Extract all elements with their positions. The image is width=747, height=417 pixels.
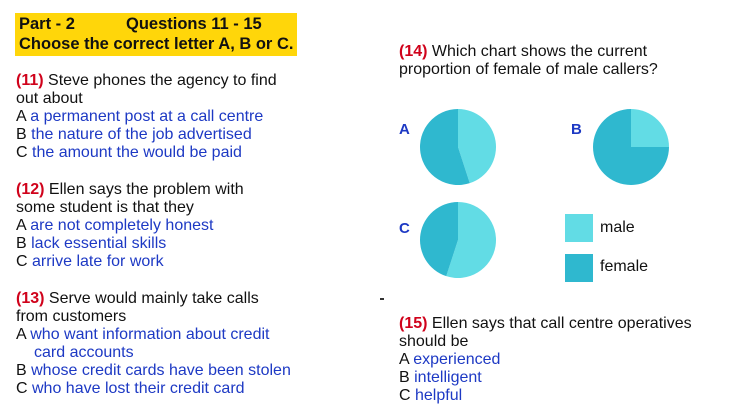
chart-option-a-label[interactable]: A <box>399 121 410 138</box>
option-c[interactable]: C helpful <box>399 387 692 405</box>
option-a-cont: card accounts <box>34 344 134 361</box>
option-text: the nature of the job advertised <box>31 126 252 143</box>
option-c[interactable]: C the amount the would be paid <box>16 144 277 162</box>
option-letter: C <box>16 380 32 397</box>
question-stem-cont: some student is that they <box>16 199 194 216</box>
question-number: (11) <box>16 72 44 89</box>
option-letter: A <box>16 217 31 234</box>
option-text: experienced <box>413 351 501 368</box>
option-a[interactable]: A are not completely honest <box>16 217 244 235</box>
option-a[interactable]: A a permanent post at a call centre <box>16 108 277 126</box>
option-b[interactable]: B lack essential skills <box>16 235 244 253</box>
question-number: (12) <box>16 181 45 198</box>
option-letter: C <box>399 387 415 404</box>
question-12-stem: (12) Ellen says the problem with <box>16 181 244 199</box>
question-stem: Steve phones the agency to find <box>43 72 277 89</box>
option-c[interactable]: C arrive late for work <box>16 253 244 271</box>
option-letter: B <box>16 126 32 143</box>
question-stem-cont: from customers <box>16 308 127 325</box>
option-a[interactable]: A experienced <box>399 351 692 369</box>
option-letter: B <box>16 362 32 379</box>
legend-label-male: male <box>600 219 635 236</box>
part-label: Part - 2 <box>19 15 75 33</box>
option-letter: A <box>399 351 414 368</box>
option-text: arrive late for work <box>32 253 164 270</box>
question-stem: Ellen says that call centre operatives <box>427 315 692 332</box>
instruction-text: Choose the correct letter A, B or C. <box>19 35 294 53</box>
question-stem-cont: proportion of female of male callers? <box>399 61 658 78</box>
stray-mark <box>380 298 384 300</box>
pie-b-slice-female <box>593 109 669 185</box>
option-text: the amount the would be paid <box>32 144 242 161</box>
option-text: helpful <box>415 387 463 404</box>
question-11-stem: (11) Steve phones the agency to find <box>16 72 277 90</box>
pie-a-slice-male <box>458 109 496 184</box>
question-15-stem: (15) Ellen says that call centre operati… <box>399 315 692 333</box>
option-text: a permanent post at a call centre <box>30 108 264 125</box>
question-13-stem: (13) Serve would mainly take calls <box>16 290 291 308</box>
header-row-1: Part - 2 Questions 11 - 15 <box>19 15 262 34</box>
question-14: (14) Which chart shows the current propo… <box>399 43 658 79</box>
question-stem: Serve would mainly take calls <box>44 290 259 307</box>
question-13: (13) Serve would mainly take calls from … <box>16 290 291 398</box>
option-text: lack essential skills <box>31 235 167 252</box>
option-a[interactable]: A who want information about credit <box>16 326 291 344</box>
question-number: (15) <box>399 315 428 332</box>
option-text: intelligent <box>414 369 482 386</box>
option-c[interactable]: C who have lost their credit card <box>16 380 291 398</box>
option-letter: B <box>16 235 32 252</box>
chart-option-b-label[interactable]: B <box>571 121 582 138</box>
question-14-stem: (14) Which chart shows the current <box>399 43 658 61</box>
option-letter: A <box>16 108 31 125</box>
pie-a-slice-female <box>420 109 470 185</box>
option-b[interactable]: B intelligent <box>399 369 692 387</box>
option-text: are not completely honest <box>30 217 214 234</box>
option-text: whose credit cards have been stolen <box>31 362 291 379</box>
question-stem-cont: should be <box>399 333 469 350</box>
option-letter: B <box>399 369 415 386</box>
question-12: (12) Ellen says the problem with some st… <box>16 181 244 271</box>
option-letter: A <box>16 326 31 343</box>
question-stem-cont: out about <box>16 90 83 107</box>
question-stem: Which chart shows the current <box>427 43 648 60</box>
question-stem: Ellen says the problem with <box>44 181 244 198</box>
legend-label-female: female <box>600 258 649 275</box>
legend-swatch-male <box>565 214 593 242</box>
pie-c-slice-male <box>446 202 497 279</box>
question-15: (15) Ellen says that call centre operati… <box>399 315 692 405</box>
option-text: who have lost their credit card <box>32 380 245 397</box>
option-letter: C <box>16 253 32 270</box>
question-number: (14) <box>399 43 428 60</box>
option-b[interactable]: B whose credit cards have been stolen <box>16 362 291 380</box>
chart-option-c-label[interactable]: C <box>399 220 410 237</box>
question-11: (11) Steve phones the agency to find out… <box>16 72 277 162</box>
option-text: who want information about credit <box>30 326 270 343</box>
question-number: (13) <box>16 290 45 307</box>
pie-c-slice-female <box>420 202 458 277</box>
questions-range: Questions 11 - 15 <box>126 15 262 33</box>
option-letter: C <box>16 144 32 161</box>
header-banner: Part - 2 Questions 11 - 15 Choose the co… <box>15 13 297 56</box>
option-b[interactable]: B the nature of the job advertised <box>16 126 277 144</box>
legend-swatch-female <box>565 254 593 282</box>
pie-b-slice-male <box>631 109 669 147</box>
